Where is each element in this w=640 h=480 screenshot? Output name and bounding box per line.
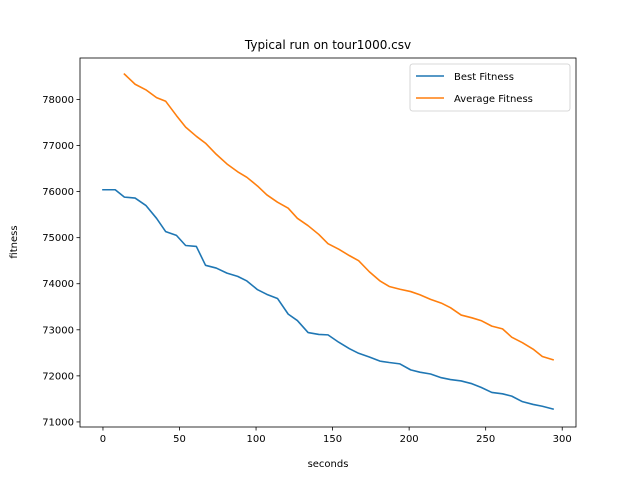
series-line-average-fitness [123, 72, 555, 361]
y-axis: 71000 72000 73000 74000 75000 76000 77000 78000 [42, 95, 80, 428]
y-tick-label: 77000 [42, 141, 74, 152]
legend-label: Average Fitness [454, 94, 533, 105]
legend-box [409, 63, 571, 112]
y-tick-label: 71000 [42, 417, 74, 428]
chart-title: Typical run on tour1000.csv [244, 38, 411, 52]
series-line-best-fitness [102, 188, 555, 411]
y-axis-label: fitness [9, 225, 20, 258]
x-tick-label: 0 [100, 434, 106, 445]
legend: Best Fitness Average Fitness [409, 63, 571, 112]
y-tick-label: 75000 [42, 233, 74, 244]
x-tick-label: 200 [400, 434, 419, 445]
y-tick-label: 72000 [42, 371, 74, 382]
x-tick-label: 250 [476, 434, 495, 445]
x-tick-label: 100 [247, 434, 266, 445]
x-tick-label: 150 [323, 434, 342, 445]
x-tick-label: 50 [173, 434, 186, 445]
y-tick-label: 74000 [42, 279, 74, 290]
legend-label: Best Fitness [454, 72, 514, 83]
plot-area [102, 72, 555, 411]
y-tick-label: 73000 [42, 325, 74, 336]
x-axis: 0 50 100 150 200 250 300 [100, 427, 572, 445]
x-tick-label: 300 [553, 434, 572, 445]
y-tick-label: 78000 [42, 95, 74, 106]
y-tick-label: 76000 [42, 187, 74, 198]
x-axis-label: seconds [308, 459, 349, 470]
plot-frame [79, 57, 577, 428]
